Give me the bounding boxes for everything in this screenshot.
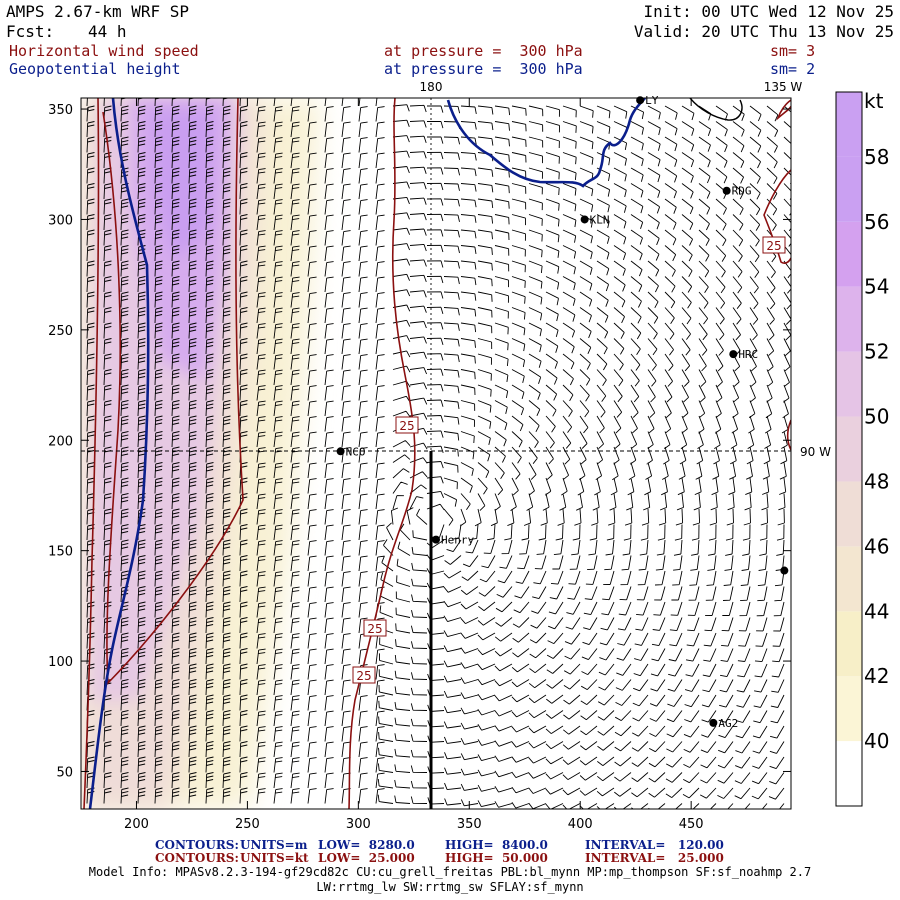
x-tick-label: 250 bbox=[235, 817, 260, 832]
legend-wind-label: CONTOURS: bbox=[155, 851, 239, 865]
y-tick-label: 150 bbox=[48, 545, 73, 560]
model-info-line2: LW:rrtmg_lw SW:rrtmg_sw SFLAY:sf_mynn bbox=[316, 880, 584, 894]
station-label: AG2 bbox=[718, 717, 738, 730]
x-tick-label: 350 bbox=[457, 817, 482, 832]
wind-contour-right-top bbox=[776, 99, 791, 121]
colorbar-segment bbox=[836, 351, 862, 417]
y-tick-label: 350 bbox=[48, 103, 73, 118]
barb-field bbox=[86, 98, 791, 809]
contour-label: 25 bbox=[356, 669, 371, 683]
contour-label: 25 bbox=[766, 239, 781, 253]
legend-height-high: HIGH= 8400.0 bbox=[445, 838, 548, 852]
y-tick-label: 300 bbox=[48, 213, 73, 228]
station-label: HRC bbox=[738, 348, 758, 361]
lon-label-135w: 135 W bbox=[764, 80, 803, 94]
station-marker bbox=[729, 350, 738, 359]
colorbar-label: 54 bbox=[864, 275, 889, 299]
valid-time: Valid: 20 UTC Thu 13 Nov 25 bbox=[633, 22, 894, 41]
colorbar-segment bbox=[836, 676, 862, 742]
lon-label-180: 180 bbox=[420, 80, 443, 94]
colorbar-segment bbox=[836, 156, 862, 222]
colorbar-segment bbox=[836, 611, 862, 677]
colorbar-label: 58 bbox=[864, 145, 889, 169]
model-title: AMPS 2.67-km WRF SP bbox=[6, 2, 190, 21]
colorbar-segment bbox=[836, 92, 862, 157]
station-marker bbox=[580, 215, 589, 224]
legend-height-interval: INTERVAL= 120.00 bbox=[585, 838, 724, 852]
colorbar-label: 42 bbox=[864, 664, 889, 688]
colorbar-label: 48 bbox=[864, 470, 889, 494]
colorbar-label: 52 bbox=[864, 340, 889, 364]
field2-level: at pressure = 300 hPa bbox=[384, 60, 583, 78]
colorbar-segment bbox=[836, 546, 862, 612]
colorbar: 40 42 44 46 48 50 52 54 56 58 kt bbox=[835, 89, 889, 807]
field2-name: Geopotential height bbox=[9, 60, 181, 78]
lat-label-90w: 90 W bbox=[800, 445, 831, 459]
legend-wind-low: LOW= 25.000 bbox=[318, 851, 415, 865]
legend-wind-interval: INTERVAL= 25.000 bbox=[585, 851, 724, 865]
x-tick-label: 450 bbox=[679, 817, 704, 832]
legend-height-units: UNITS=m bbox=[240, 838, 308, 852]
wind-contour-right-low bbox=[786, 419, 791, 451]
station-label: RDG bbox=[732, 185, 752, 198]
colorbar-label: 50 bbox=[864, 405, 889, 429]
height-contour-left bbox=[88, 98, 150, 809]
y-tick-label: 200 bbox=[48, 434, 73, 449]
x-tick-label: 400 bbox=[568, 817, 593, 832]
field1-level: at pressure = 300 hPa bbox=[384, 42, 583, 60]
colorbar-label: 44 bbox=[864, 599, 889, 623]
model-info-line1: Model Info: MPASv8.2.3-194-gf29cd82c CU:… bbox=[88, 865, 812, 879]
y-tick-label: 50 bbox=[56, 765, 73, 780]
station-label: KLN bbox=[590, 213, 610, 226]
station-marker bbox=[709, 718, 718, 727]
colorbar-segment bbox=[836, 481, 862, 547]
field1-smoothing: sm= 3 bbox=[770, 42, 816, 60]
forecast-label: Fcst: bbox=[6, 22, 55, 41]
station-label: NCO bbox=[346, 445, 366, 458]
colorbar-frame bbox=[835, 91, 863, 807]
station-label: Henry bbox=[441, 534, 474, 547]
station-label: LY bbox=[645, 94, 659, 107]
x-tick-label: 300 bbox=[346, 817, 371, 832]
colorbar-segment bbox=[836, 741, 862, 806]
contour-labels: 25 25 25 25 bbox=[352, 236, 786, 684]
legend-wind-units: UNITS=kt bbox=[240, 851, 309, 865]
wind-speed-shading bbox=[81, 98, 791, 809]
forecast-hour: 44 h bbox=[88, 22, 127, 41]
station-marker bbox=[336, 447, 345, 456]
height-contour-top bbox=[446, 98, 646, 188]
wind-barbs bbox=[86, 98, 791, 809]
contour-label: 25 bbox=[367, 622, 382, 636]
colorbar-label: 46 bbox=[864, 534, 889, 558]
colorbar-segment bbox=[836, 221, 862, 287]
colorbar-label: 56 bbox=[864, 210, 889, 234]
field1-name: Horizontal wind speed bbox=[9, 42, 199, 60]
wind-contour-left bbox=[83, 98, 100, 809]
station-marker bbox=[432, 535, 440, 544]
legend-height-label: CONTOURS: bbox=[155, 838, 239, 852]
station-marker bbox=[636, 96, 645, 105]
y-tick-label: 250 bbox=[48, 324, 73, 339]
colorbar-label: 40 bbox=[864, 729, 889, 753]
colorbar-segment bbox=[836, 416, 862, 482]
station-marker bbox=[722, 186, 731, 195]
colorbar-segment bbox=[836, 286, 862, 352]
field2-smoothing: sm= 2 bbox=[770, 60, 816, 78]
contour-label: 25 bbox=[399, 419, 414, 433]
x-tick-label: 200 bbox=[124, 817, 149, 832]
plot-frame bbox=[80, 97, 792, 810]
station-marker bbox=[780, 566, 789, 575]
y-tick-label: 100 bbox=[48, 655, 73, 670]
colorbar-unit: kt bbox=[864, 89, 884, 113]
init-time: Init: 00 UTC Wed 12 Nov 25 bbox=[643, 2, 894, 21]
wind-contour-inner bbox=[102, 98, 244, 685]
wind-contour-25 bbox=[348, 98, 416, 809]
legend-wind-high: HIGH= 50.000 bbox=[445, 851, 548, 865]
legend-height-low: LOW= 8280.0 bbox=[318, 838, 415, 852]
